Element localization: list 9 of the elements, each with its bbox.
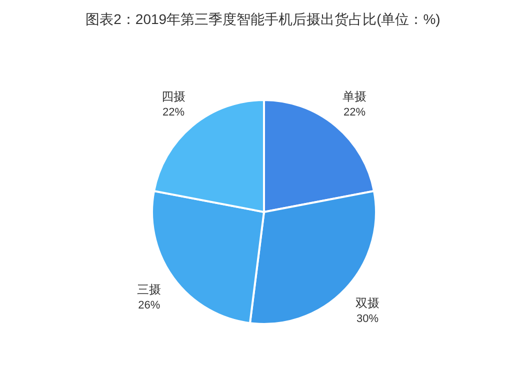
chart-title: 图表2：2019年第三季度智能手机后摄出货占比(单位：%) — [86, 11, 440, 27]
slice-label: 四摄 — [161, 90, 186, 104]
data-label: 22% — [162, 106, 185, 119]
slice-label: 三摄 — [137, 282, 162, 296]
data-label: 26% — [138, 299, 160, 312]
data-label: 30% — [356, 313, 379, 326]
data-label: 22% — [344, 106, 366, 119]
slice-label: 单摄 — [342, 90, 367, 104]
slice-label: 双摄 — [356, 296, 380, 310]
